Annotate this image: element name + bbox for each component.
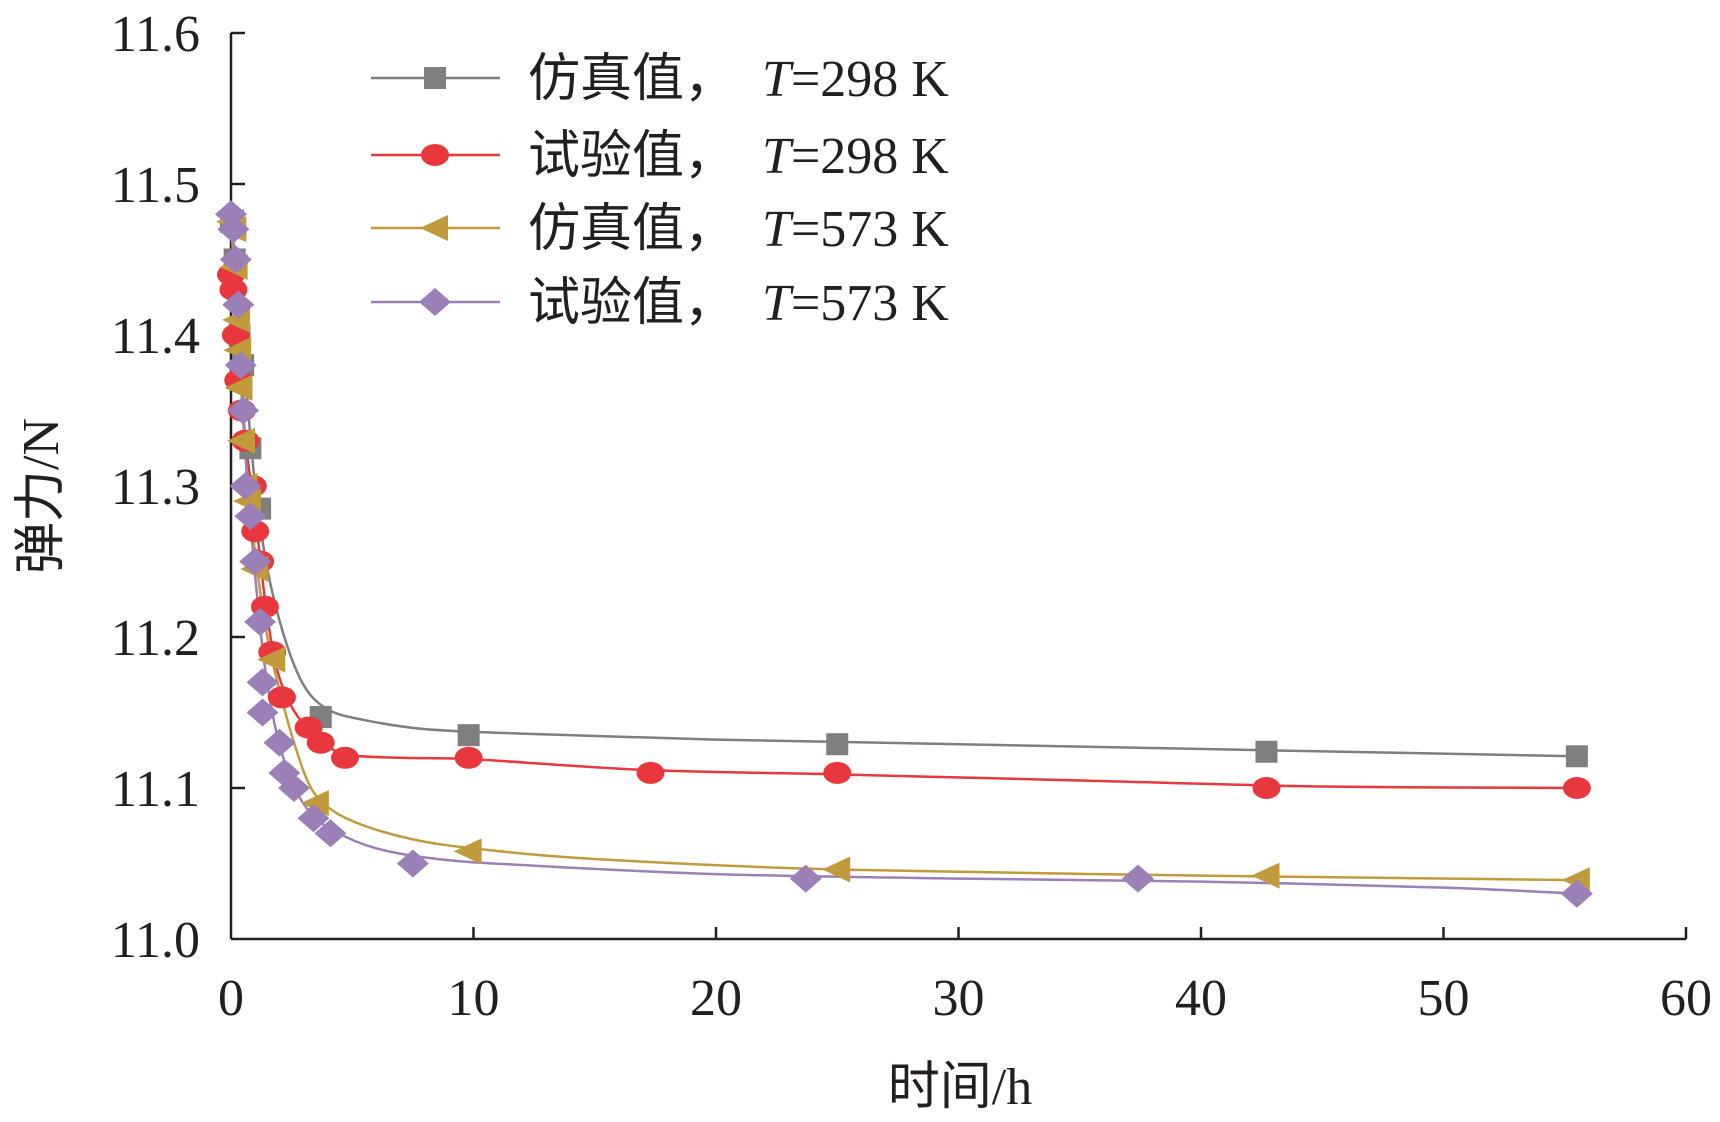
legend-marker-0 xyxy=(424,67,446,89)
data-point-series-0 xyxy=(1565,745,1588,768)
x-tick-label: 40 xyxy=(1175,970,1227,1027)
legend-label-1: 试验值， T=298 K xyxy=(528,128,949,185)
data-point-series-1 xyxy=(306,731,335,754)
x-tick-label: 20 xyxy=(690,970,742,1027)
x-tick-label: 0 xyxy=(218,970,244,1027)
legend-label-3: 试验值， T=573 K xyxy=(528,275,949,332)
data-point-series-1 xyxy=(454,746,483,769)
data-point-series-3 xyxy=(244,607,277,636)
data-point-series-1 xyxy=(267,686,296,709)
data-point-series-3 xyxy=(222,290,255,319)
data-point-series-3 xyxy=(1560,879,1593,908)
data-point-series-3 xyxy=(224,351,257,380)
data-point-series-3 xyxy=(227,396,260,425)
x-axis-title: 时间/h xyxy=(888,1059,1032,1116)
legend-marker-3 xyxy=(419,288,451,316)
data-point-series-1 xyxy=(1252,777,1281,799)
data-point-series-2 xyxy=(1251,862,1280,889)
x-tick-label: 30 xyxy=(933,970,985,1027)
data-point-series-3 xyxy=(297,804,330,833)
y-tick-label: 11.1 xyxy=(111,761,200,818)
data-point-series-3 xyxy=(234,502,267,531)
axes xyxy=(229,33,1686,941)
legend-label-2: 仿真值， T=573 K xyxy=(528,201,949,258)
series-markers xyxy=(215,200,1593,908)
y-tick-label: 11.2 xyxy=(111,610,200,667)
data-point-series-2 xyxy=(224,374,253,401)
legend-marker-1 xyxy=(421,144,449,166)
data-point-series-1 xyxy=(330,746,359,769)
ticks: 0 10 20 30 40 50 60 11.0 11.1 11.2 11.3 11.4 11.5 11.… xyxy=(111,6,1712,1027)
data-point-series-3 xyxy=(229,472,262,500)
data-point-series-3 xyxy=(278,774,311,802)
data-point-series-3 xyxy=(239,547,272,576)
series-line-1 xyxy=(229,274,1577,790)
y-tick-label: 11.4 xyxy=(111,308,200,365)
data-point-series-3 xyxy=(263,728,296,757)
y-tick-label: 11.6 xyxy=(111,6,200,63)
data-point-series-2 xyxy=(257,646,286,673)
data-point-series-2 xyxy=(300,790,329,817)
data-point-series-2 xyxy=(453,838,482,865)
data-point-series-3 xyxy=(314,819,347,848)
data-point-series-0 xyxy=(826,733,849,756)
data-point-series-0 xyxy=(457,724,480,747)
x-tick-label: 60 xyxy=(1660,970,1712,1027)
data-point-series-3 xyxy=(396,849,429,878)
y-tick-label: 11.5 xyxy=(111,157,200,214)
y-tick-label: 11.3 xyxy=(111,459,200,516)
data-point-series-2 xyxy=(822,856,851,883)
data-point-series-3 xyxy=(219,245,252,274)
legend-label-0: 仿真值， T=298 K xyxy=(528,51,949,108)
y-tick-label: 11.0 xyxy=(111,912,200,969)
legend: 仿真值， T=298 K 试验值， T=298 K 仿真值， T=573 K 试验值， T=5… xyxy=(371,51,949,332)
data-point-series-2 xyxy=(226,427,255,454)
data-point-series-1 xyxy=(636,761,665,784)
data-point-series-3 xyxy=(789,864,822,893)
y-axis-title: 弹力/N xyxy=(13,418,70,574)
data-point-series-3 xyxy=(1121,864,1154,893)
data-point-series-3 xyxy=(217,215,250,244)
data-point-series-3 xyxy=(246,668,279,697)
x-tick-label: 50 xyxy=(1418,970,1470,1027)
data-point-series-3 xyxy=(246,698,279,727)
data-point-series-1 xyxy=(1562,777,1591,799)
data-point-series-0 xyxy=(1255,740,1278,763)
legend-marker-2 xyxy=(420,215,448,241)
x-tick-label: 10 xyxy=(448,970,500,1027)
data-point-series-1 xyxy=(823,761,852,784)
